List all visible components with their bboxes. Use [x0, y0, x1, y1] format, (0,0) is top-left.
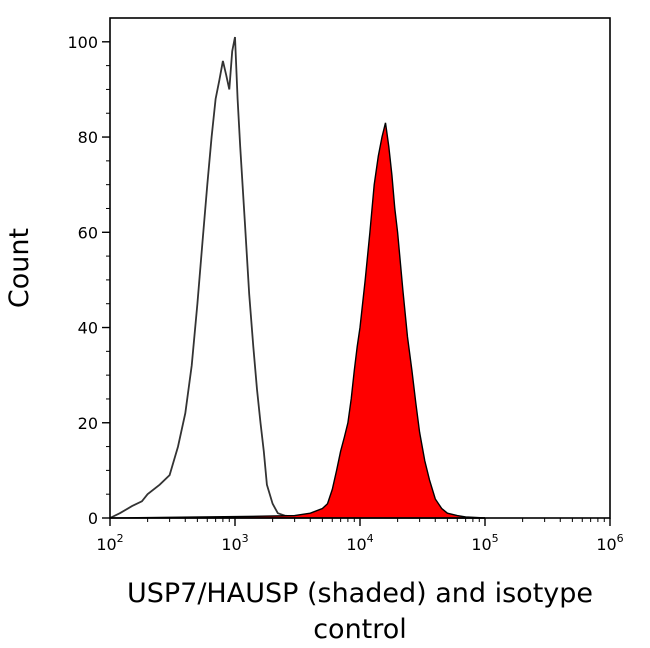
- x-axis-title-line-2: control: [313, 614, 407, 645]
- x-tick-label: 106: [596, 532, 623, 554]
- series-outline-histogram: [109, 36, 486, 519]
- plot-area: [109, 17, 611, 519]
- y-tick-label: 60: [78, 223, 98, 242]
- y-tick-label: 80: [78, 128, 98, 147]
- x-tick-label: 102: [96, 532, 123, 554]
- x-tick-label: 105: [471, 532, 498, 554]
- y-tick-label: 100: [67, 33, 98, 52]
- series-layer: [109, 36, 486, 519]
- x-tick-label: 104: [346, 532, 373, 554]
- y-axis: 0 20 40 60 80 100: [67, 33, 110, 528]
- x-axis: 102 103 104 105 106: [96, 518, 624, 554]
- series-filled-histogram: [109, 122, 486, 519]
- x-axis-title-line-1: USP7/HAUSP (shaded) and isotype: [127, 578, 593, 609]
- x-tick-label: 103: [221, 532, 248, 554]
- y-tick-label: 0: [88, 509, 98, 528]
- y-tick-label: 40: [78, 319, 98, 338]
- y-axis-title: Count: [4, 228, 35, 308]
- y-tick-label: 20: [78, 414, 98, 433]
